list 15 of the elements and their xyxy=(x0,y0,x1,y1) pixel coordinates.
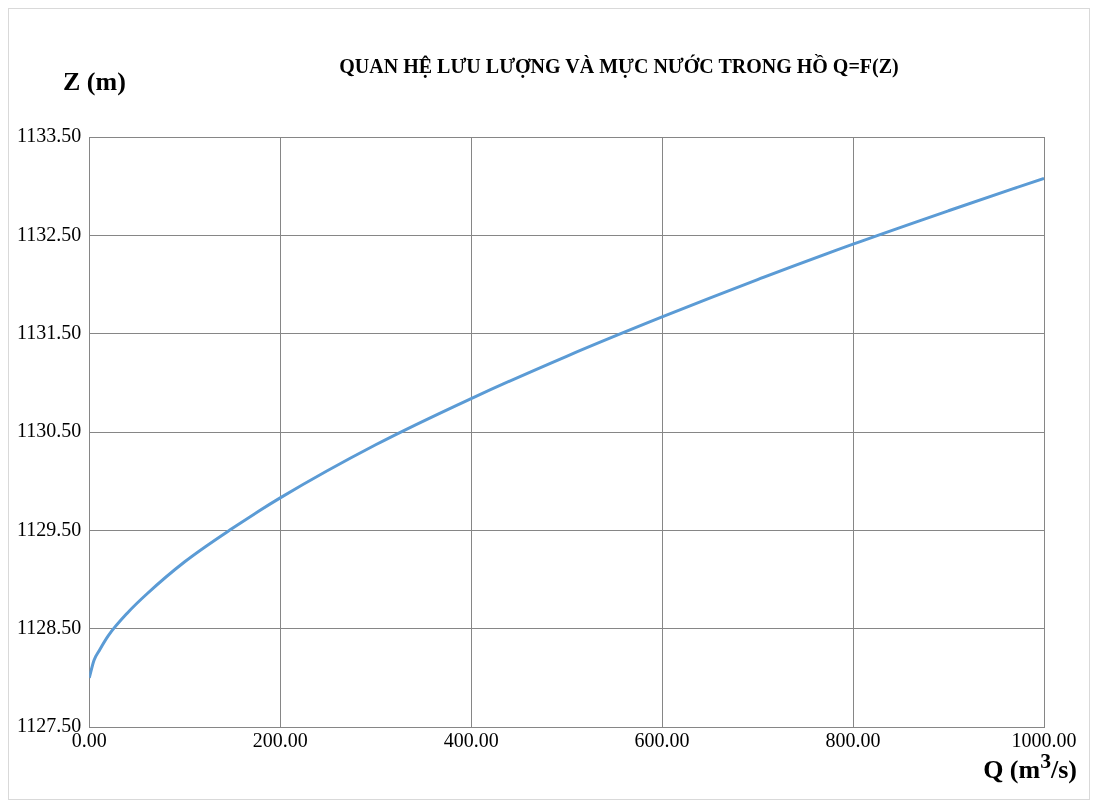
line-series xyxy=(89,176,1044,680)
x-tick-label: 1000.00 xyxy=(1011,729,1077,752)
y-tick-label: 1129.50 xyxy=(16,517,82,540)
y-tick-label: 1133.50 xyxy=(16,124,82,147)
y-tick-label: 1131.50 xyxy=(16,320,82,343)
y-tick-label: 1130.50 xyxy=(16,419,82,442)
y-tick-label: 1128.50 xyxy=(16,615,82,638)
x-tick-label: 400.00 xyxy=(443,729,499,752)
chart-title: QUAN HỆ LƯU LƯỢNG VÀ MỰC NƯỚC TRONG HỒ Q=F(Z) xyxy=(338,55,900,78)
x-axis-title: Q (m$^{3}$/s) xyxy=(983,749,1077,784)
x-tick-label: 600.00 xyxy=(634,729,690,752)
y-tick-label: 1132.50 xyxy=(16,222,82,245)
x-tick-label: 200.00 xyxy=(252,729,308,752)
x-tick-label: 800.00 xyxy=(825,729,881,752)
y-axis-title: Z (m) xyxy=(63,67,126,97)
